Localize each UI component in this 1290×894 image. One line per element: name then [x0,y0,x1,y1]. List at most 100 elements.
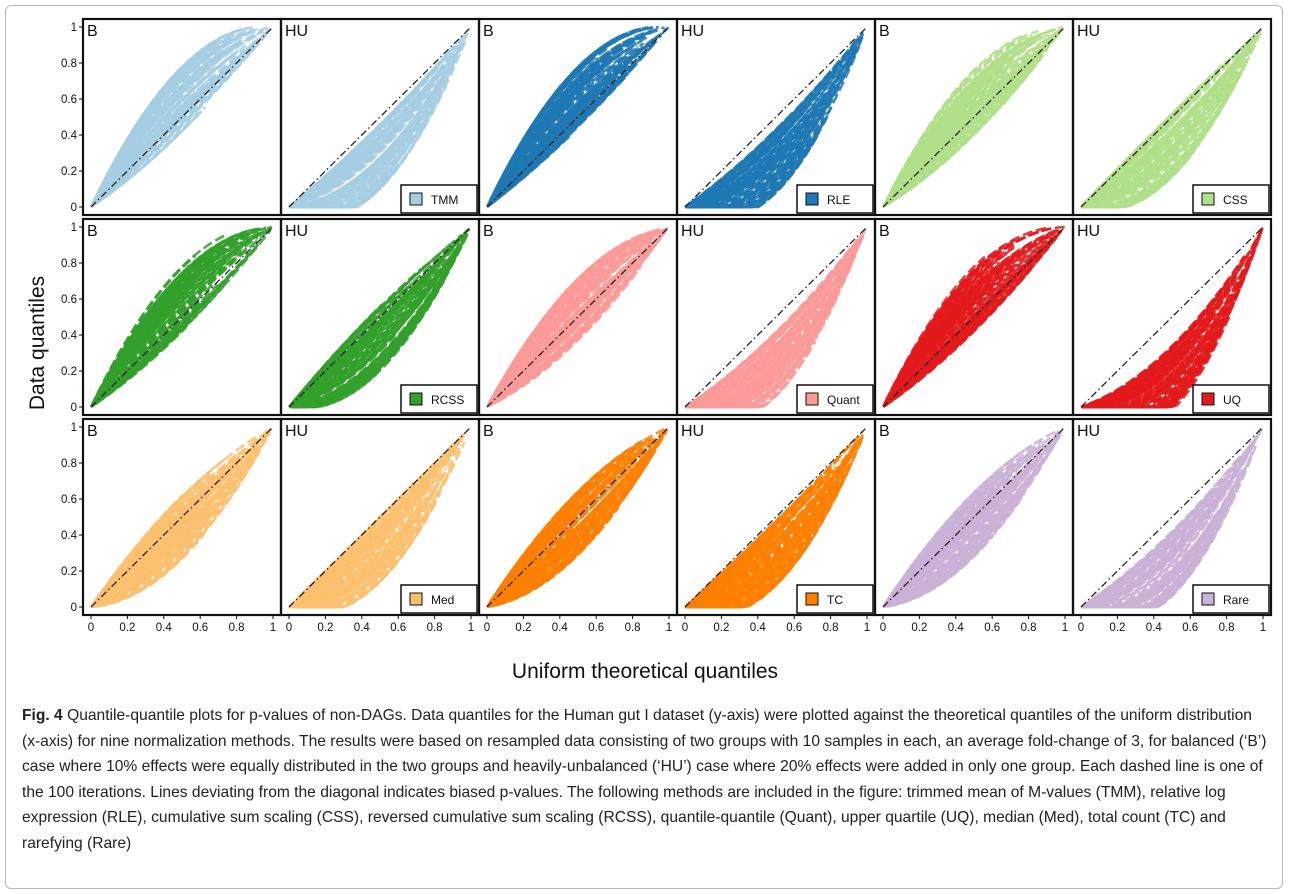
iteration-line [291,128,395,207]
iteration-lines [1081,227,1264,409]
iteration-line [491,429,668,606]
iteration-lines [288,227,471,409]
y-tick-label: 0.8 [61,58,77,70]
x-tick-label: 1 [1062,622,1068,634]
iteration-line [297,275,428,401]
iteration-lines [288,28,472,209]
iteration-line [1083,313,1215,409]
iteration-line [882,484,992,608]
panel-tc-hu: HU TC [675,417,877,617]
iteration-line [96,452,255,605]
iteration-line [298,279,446,409]
iteration-line [494,82,599,198]
iteration-line [889,236,1053,399]
x-tick-label: 0.2 [1109,622,1125,634]
legend-tmm: TMM [400,184,478,214]
legend-rare: Rare [1192,584,1270,614]
panel-tmm-b: B [81,17,283,217]
iteration-line [690,236,863,408]
iteration-line [100,302,200,399]
x-tick-label: 1 [468,622,474,634]
diagonal-reference-line [486,26,670,208]
panel-label: HU [681,223,704,240]
iteration-line [289,435,464,608]
diagonal-reference-line [882,226,1066,408]
iteration-line [1084,83,1223,206]
x-tick-label: 0.8 [625,622,641,634]
legend-swatch [409,192,423,206]
iteration-lines [882,26,1065,208]
iteration-line [689,235,863,407]
y-tick-label: 0 [71,202,77,214]
iteration-line [492,235,655,400]
iteration-line [96,270,216,399]
iteration-line [691,142,769,204]
iteration-line [296,432,466,600]
figure-caption: Fig. 4 Quantile-quantile plots for p-val… [22,703,1272,856]
x-tick-label: 0.2 [713,622,729,634]
diagonal-reference-line [684,26,868,208]
x-tick-label: 0.4 [750,622,767,634]
iteration-line [487,466,632,607]
iteration-line [299,28,472,207]
iteration-line [890,503,1011,605]
x-tick-label: 0.2 [119,622,135,634]
iteration-line [493,447,653,603]
iteration-line [98,38,260,199]
iteration-line [97,551,187,608]
iteration-line [290,52,456,208]
iteration-line [1084,498,1232,609]
iteration-line [89,493,184,608]
diagonal-reference-line [1080,226,1264,408]
x-tick-label: 0 [682,622,688,634]
panel-rle-hu: HU RLE [675,17,877,217]
x-tick-label: 0.2 [317,622,333,634]
legend-swatch [805,192,819,206]
x-tick-label: 0.4 [552,622,569,634]
iteration-line [891,504,1005,603]
caption-fig-label: Fig. 4 [22,707,63,724]
iteration-line [892,463,1016,595]
y-tick-label: 0 [71,602,77,614]
iteration-line [493,240,646,398]
iteration-line [684,289,820,409]
y-tick-label: 0.2 [61,366,77,378]
iteration-line [292,498,439,609]
iteration-line [493,503,579,598]
panel-label: B [483,23,494,40]
iteration-line [691,431,864,602]
iteration-line [886,240,1049,403]
iteration-line [491,103,598,204]
diagonal-reference-line [90,426,274,608]
diagonal-reference-line [486,226,670,408]
iteration-line [684,489,815,608]
iteration-line [296,90,422,204]
iteration-line [97,47,227,195]
panel-label: B [87,23,98,40]
panel-label: B [87,223,98,240]
iteration-line [297,38,462,201]
iteration-line [885,493,1026,608]
panel-rcss-b: B [81,217,283,417]
iteration-line [885,491,1008,606]
iteration-line [884,92,992,206]
iteration-line [1086,93,1220,207]
iteration-lines [485,426,669,609]
iteration-line [297,442,461,603]
iteration-lines [288,432,467,609]
iteration-line [495,26,649,188]
iteration-line [883,512,1008,609]
iteration-line [883,435,1060,608]
iteration-line [486,258,606,407]
iteration-line [298,529,392,604]
iteration-line [293,228,470,403]
iteration-line [691,116,800,205]
iteration-line [1089,456,1241,602]
iteration-line [1081,487,1216,608]
iteration-line [1088,255,1246,406]
iteration-line [496,315,601,403]
iteration-line [689,481,830,606]
figure-frame [5,5,1283,889]
panel-css-b: B [873,17,1075,217]
diagonal-reference-line [882,426,1066,608]
